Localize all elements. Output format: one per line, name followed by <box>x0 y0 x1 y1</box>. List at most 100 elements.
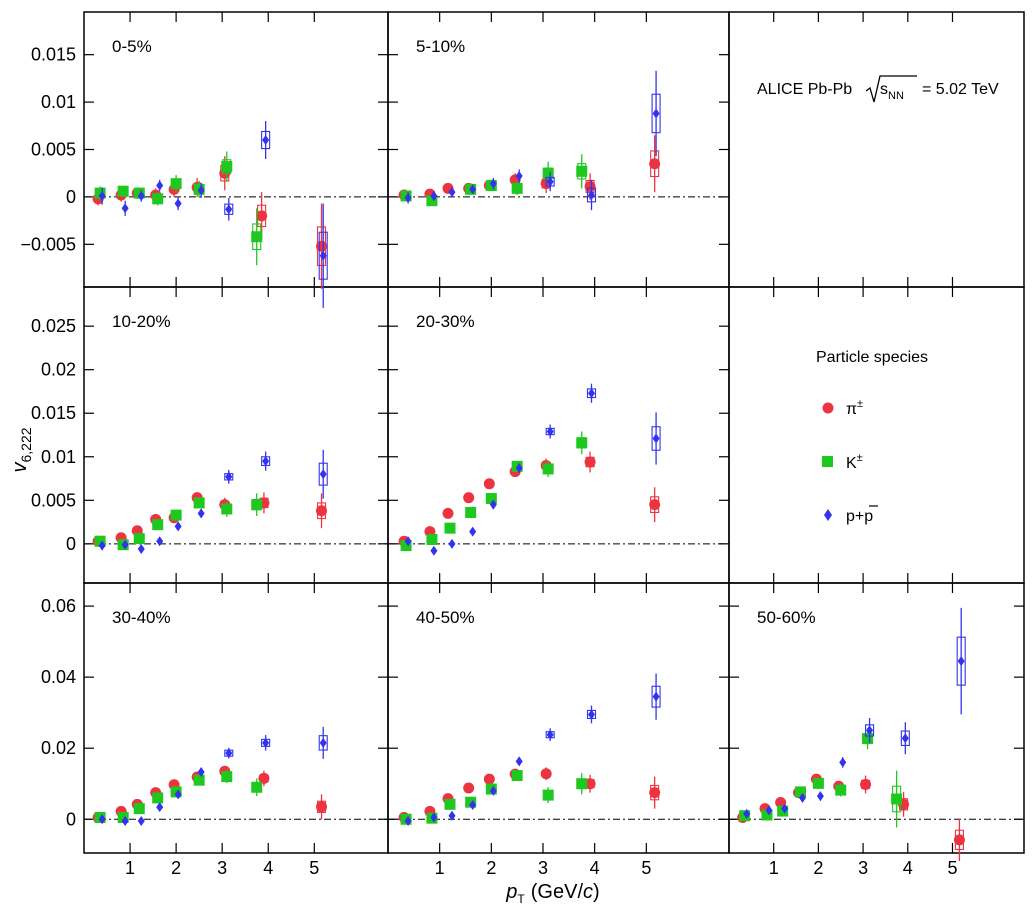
legend: Particle species π± K± p+p <box>816 349 928 525</box>
proton-point <box>652 691 660 702</box>
sqrt-sign <box>865 75 917 103</box>
systematic-box <box>900 730 910 746</box>
y-tick-label: 0.025 <box>31 316 76 336</box>
proton-point <box>197 508 205 519</box>
pion-point <box>463 492 475 504</box>
proton-point <box>225 748 233 759</box>
proton-point <box>225 204 233 215</box>
pion-point <box>442 507 454 519</box>
systematic-box <box>651 93 661 134</box>
systematic-box <box>318 735 328 751</box>
x-tick-label: 1 <box>769 858 779 878</box>
proton-point <box>743 808 751 819</box>
x-tick-label: 3 <box>217 858 227 878</box>
systematic-box <box>261 130 271 150</box>
proton-point <box>121 539 129 550</box>
kaon-point <box>426 533 438 545</box>
proton-point <box>765 805 773 816</box>
proton-point <box>816 791 824 802</box>
panel-title: 40-50% <box>416 608 475 627</box>
x-tick-label: 2 <box>813 858 823 878</box>
x-tick-label: 5 <box>641 858 651 878</box>
proton-point <box>546 426 554 437</box>
proton-point <box>174 198 182 209</box>
panel-title: 50-60% <box>757 608 816 627</box>
pion-point <box>316 801 328 813</box>
systematic-box <box>651 426 661 451</box>
proton-point <box>137 544 145 555</box>
svg-text:ALICE Pb-Pb: ALICE Pb-Pb <box>757 81 852 98</box>
kaon-point <box>835 784 847 796</box>
kaon-point <box>576 165 588 177</box>
kaon-point <box>170 178 182 190</box>
proton-point <box>319 737 327 748</box>
proton-point <box>197 185 205 196</box>
kaon-point <box>117 185 129 197</box>
kaon-point <box>152 519 164 531</box>
systematic-box <box>865 724 875 737</box>
pion-point <box>540 768 552 780</box>
panel-title: 10-20% <box>112 312 171 331</box>
legend-title: Particle species <box>816 349 928 366</box>
proton-point <box>469 526 477 537</box>
proton-point <box>121 816 129 827</box>
kaon-point <box>542 167 554 179</box>
panel-frame <box>387 286 730 584</box>
proton-point <box>588 388 595 399</box>
kaon-point <box>542 463 554 475</box>
proton-point <box>98 540 106 551</box>
kaon-point <box>576 437 588 449</box>
kaon-point <box>862 733 874 745</box>
panel-frame <box>728 286 1025 584</box>
proton-point <box>174 521 182 532</box>
kaon-point <box>193 497 205 509</box>
proton-point <box>515 463 523 474</box>
legend-pion-label: π± <box>846 398 863 418</box>
y-tick-label: 0.005 <box>31 140 76 160</box>
kaon-point <box>133 803 145 815</box>
proton-point <box>430 545 438 556</box>
y-axis-title: v6,222 <box>9 427 34 472</box>
kaon-point <box>133 187 145 199</box>
kaon-point <box>193 774 205 786</box>
kaon-point <box>117 811 129 823</box>
kaon-point <box>891 793 903 805</box>
x-tick-label: 3 <box>858 858 868 878</box>
y-tick-label: 0.015 <box>31 45 76 65</box>
kaon-point <box>444 522 456 534</box>
proton-point <box>137 190 145 201</box>
proton-point <box>652 108 660 119</box>
systematic-box <box>318 231 328 280</box>
proton-point <box>515 171 523 182</box>
kaon-point <box>170 509 182 521</box>
panel-frame <box>728 11 1025 288</box>
kaon-point <box>221 503 233 515</box>
x-tick-label: 5 <box>947 858 957 878</box>
y-tick-label: 0 <box>66 809 76 829</box>
proton-point <box>469 184 477 195</box>
kaon-point <box>94 535 106 547</box>
pion-point <box>584 456 596 468</box>
x-tick-label: 2 <box>171 858 181 878</box>
x-tick-label: 2 <box>486 858 496 878</box>
collaboration-label: ALICE Pb-Pb sNN = 5.02 TeV <box>757 75 999 103</box>
proton-point <box>262 737 270 748</box>
proton-point <box>515 756 523 767</box>
panel-title: 5-10% <box>416 37 465 56</box>
kaon-point <box>576 778 588 790</box>
pion-point <box>258 772 270 784</box>
proton-point <box>404 192 412 203</box>
proton-point <box>652 433 660 444</box>
pion-point <box>463 782 475 794</box>
panel-frame <box>728 582 1025 854</box>
kaon-point <box>251 781 263 793</box>
kaon-point <box>761 809 773 821</box>
pion-point <box>483 773 495 785</box>
y-tick-label: 0.01 <box>41 447 76 467</box>
proton-point <box>404 816 412 827</box>
pion-point <box>649 499 661 511</box>
systematic-box <box>318 462 328 486</box>
proton-point <box>156 536 164 547</box>
kaon-point <box>777 805 789 817</box>
